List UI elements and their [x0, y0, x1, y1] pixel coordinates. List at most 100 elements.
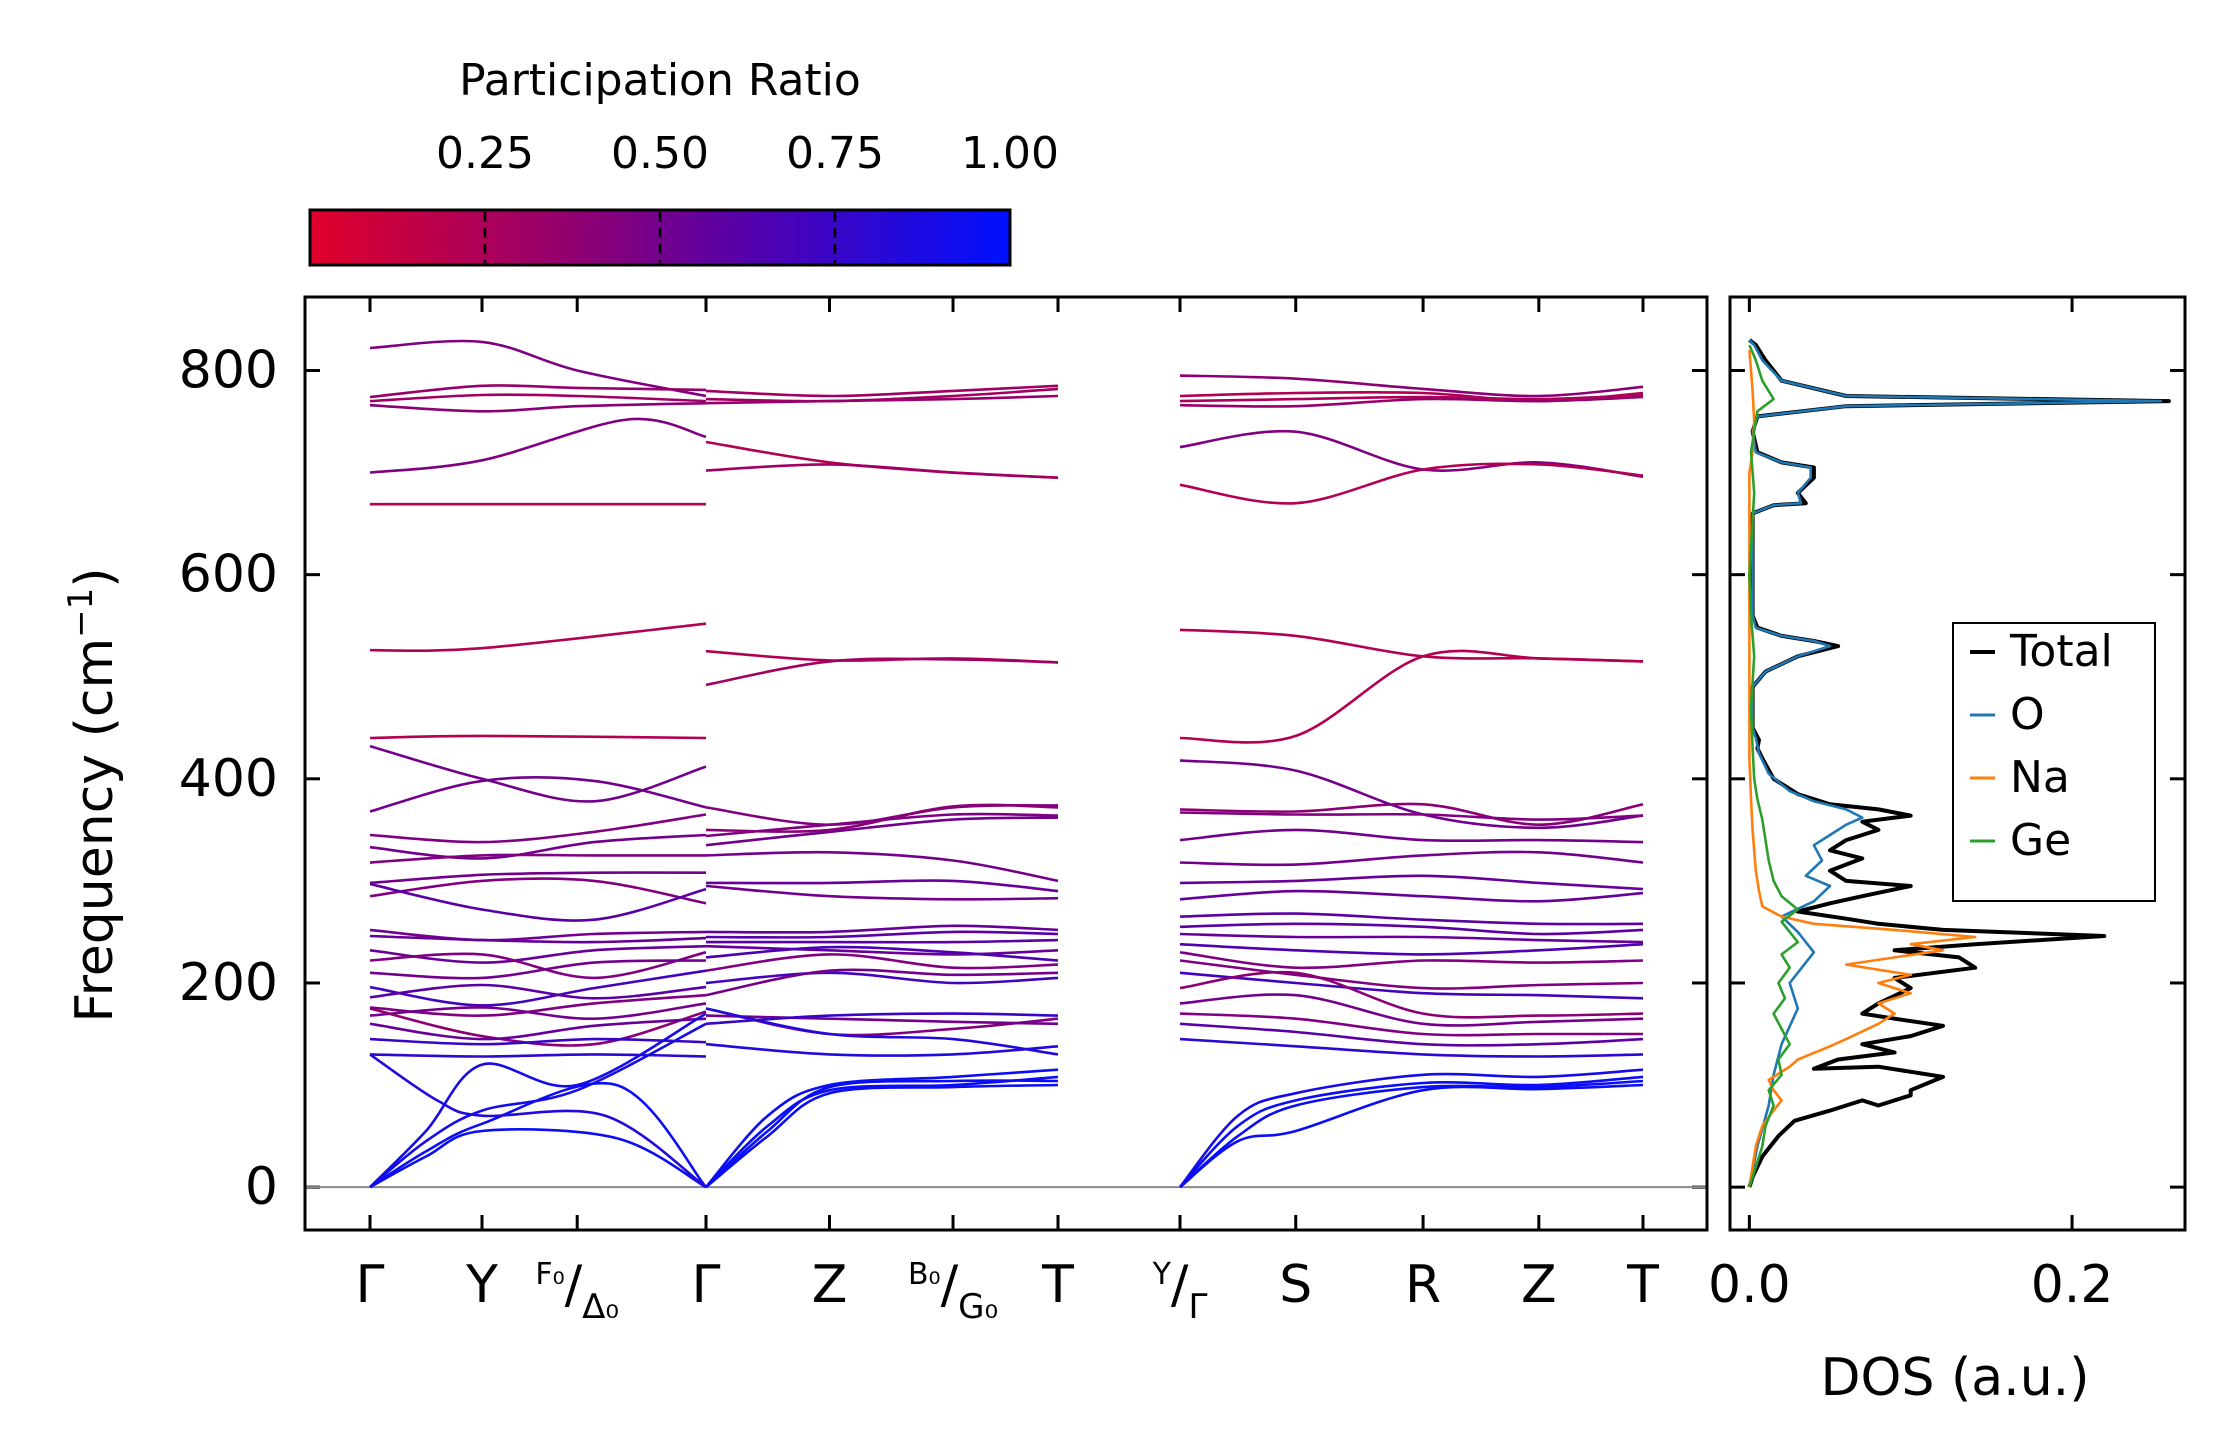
phonon-band	[369, 1002, 707, 1021]
phonon-band	[369, 983, 707, 1000]
band-structure-panel: Frequency (cm−1) 0 200 400 600 800 Γ Y F₀/Δ₀ Γ Z…	[61, 295, 1709, 1327]
phonon-band	[1179, 850, 1644, 867]
phonon-band	[705, 440, 1059, 479]
dos-series	[1747, 338, 2171, 1188]
phonon-band	[1179, 1079, 1644, 1189]
dos-line-na	[1748, 349, 1977, 1188]
colorbar-tick-label: 1.00	[961, 128, 1059, 179]
phonon-band	[369, 1012, 707, 1189]
phonon-band	[369, 1017, 707, 1041]
phonon-band	[705, 812, 1059, 838]
phonon-band	[705, 1083, 1059, 1189]
phonon-band	[369, 853, 706, 864]
band-axis-ticks	[305, 297, 1707, 1230]
phonon-band	[1179, 395, 1644, 408]
phonon-band	[705, 1068, 1059, 1188]
phonon-bands	[369, 339, 1644, 1189]
phonon-band	[369, 744, 707, 803]
phonon-band	[369, 1022, 707, 1189]
dos-x-tick-label: 0.2	[2031, 1255, 2114, 1315]
y-tick-label: 400	[179, 749, 278, 809]
phonon-band	[369, 339, 707, 398]
dos-panel: 0.0 0.2 DOS (a.u.) Total O Na Ge	[1708, 295, 2187, 1408]
phonon-band	[705, 1007, 1059, 1056]
phonon-band	[1179, 374, 1644, 398]
phonon-band	[705, 384, 1059, 398]
phonon-band	[705, 1079, 1059, 1189]
x-tick-label: T	[1626, 1255, 1659, 1315]
phonon-band	[369, 1053, 707, 1058]
x-tick-label: S	[1279, 1255, 1312, 1315]
phonon-band	[369, 775, 707, 813]
phonon-band	[1179, 889, 1644, 903]
y-tick-label: 600	[179, 545, 278, 605]
phonon-band	[1179, 462, 1644, 505]
phonon-band	[1179, 649, 1644, 744]
phonon-band	[1179, 828, 1644, 844]
phonon-band	[705, 944, 1059, 956]
y-tick-label: 0	[245, 1157, 278, 1217]
phonon-band	[369, 1128, 707, 1189]
phonon-band	[1179, 1075, 1644, 1188]
phonon-band	[369, 734, 707, 740]
phonon-band	[1179, 1037, 1644, 1058]
x-tick-label: Y	[465, 1255, 498, 1315]
x-tick-label: Z	[1521, 1255, 1557, 1315]
phonon-band	[1179, 429, 1644, 478]
dos-x-axis-label: DOS (a.u.)	[1821, 1348, 2090, 1408]
x-tick-label: Γ	[356, 1255, 385, 1315]
phonon-band	[369, 833, 707, 860]
x-tick-label: T	[1041, 1255, 1074, 1315]
x-tick-label: R	[1405, 1255, 1441, 1315]
phonon-band	[369, 928, 707, 942]
colorbar-ticks	[483, 212, 837, 263]
dos-x-tick-label: 0.0	[1708, 1255, 1791, 1315]
phonon-band	[369, 401, 707, 413]
legend-label: Ge	[2010, 815, 2071, 866]
phonon-band	[369, 877, 707, 905]
colorbar-tick-label: 0.75	[786, 128, 884, 179]
x-tick-label: Γ	[692, 1255, 721, 1315]
phonon-band	[369, 871, 707, 885]
phonon-band	[1179, 922, 1644, 936]
phonon-band	[705, 945, 1059, 962]
phonon-band	[369, 1037, 707, 1046]
phonon-band	[369, 969, 707, 1007]
phonon-band	[1179, 970, 1644, 1019]
colorbar-tick-labels: 0.25 0.50 0.75 1.00	[436, 128, 1059, 179]
phonon-band	[369, 1007, 707, 1047]
y-axis-label: Frequency (cm−1)	[61, 567, 125, 1022]
phonon-band	[1179, 628, 1644, 663]
phonon-band	[705, 971, 1059, 985]
legend-items: Total O Na Ge	[1970, 626, 2113, 866]
phonon-band	[705, 463, 1059, 479]
phonon-band	[1179, 942, 1644, 956]
x-tick-label: Z	[812, 1255, 848, 1315]
phonon-band	[705, 1075, 1059, 1189]
phonon-band	[1179, 951, 1644, 970]
phonon-band	[1179, 811, 1644, 821]
legend-label: Na	[2010, 752, 2070, 803]
phonon-band	[1179, 874, 1644, 891]
colorbar-tick-label: 0.25	[436, 128, 534, 179]
x-tick-labels: Γ Y F₀/Δ₀ Γ Z B₀/G₀ T Y/Γ S R Z T	[356, 1255, 1660, 1327]
phonon-band	[705, 924, 1059, 934]
phonon-band	[1179, 959, 1644, 990]
phonon-band	[369, 934, 707, 944]
phonon-band	[705, 953, 1059, 972]
phonon-band	[705, 879, 1059, 893]
phonon-band	[1179, 393, 1644, 403]
dos-line-ge	[1748, 344, 1800, 1188]
legend-box	[1952, 622, 2156, 902]
colorbar-tick-label: 0.50	[611, 128, 709, 179]
x-tick-label: B₀/G₀	[908, 1255, 998, 1327]
phonon-band	[1179, 912, 1644, 926]
phonon-band	[1179, 1022, 1644, 1047]
phonon-band	[705, 657, 1059, 687]
x-tick-label: F₀/Δ₀	[535, 1255, 619, 1327]
phonon-band	[369, 622, 707, 653]
phonon-band	[369, 393, 707, 403]
phonon-band	[705, 816, 1059, 847]
phonon-band	[1179, 971, 1644, 1000]
